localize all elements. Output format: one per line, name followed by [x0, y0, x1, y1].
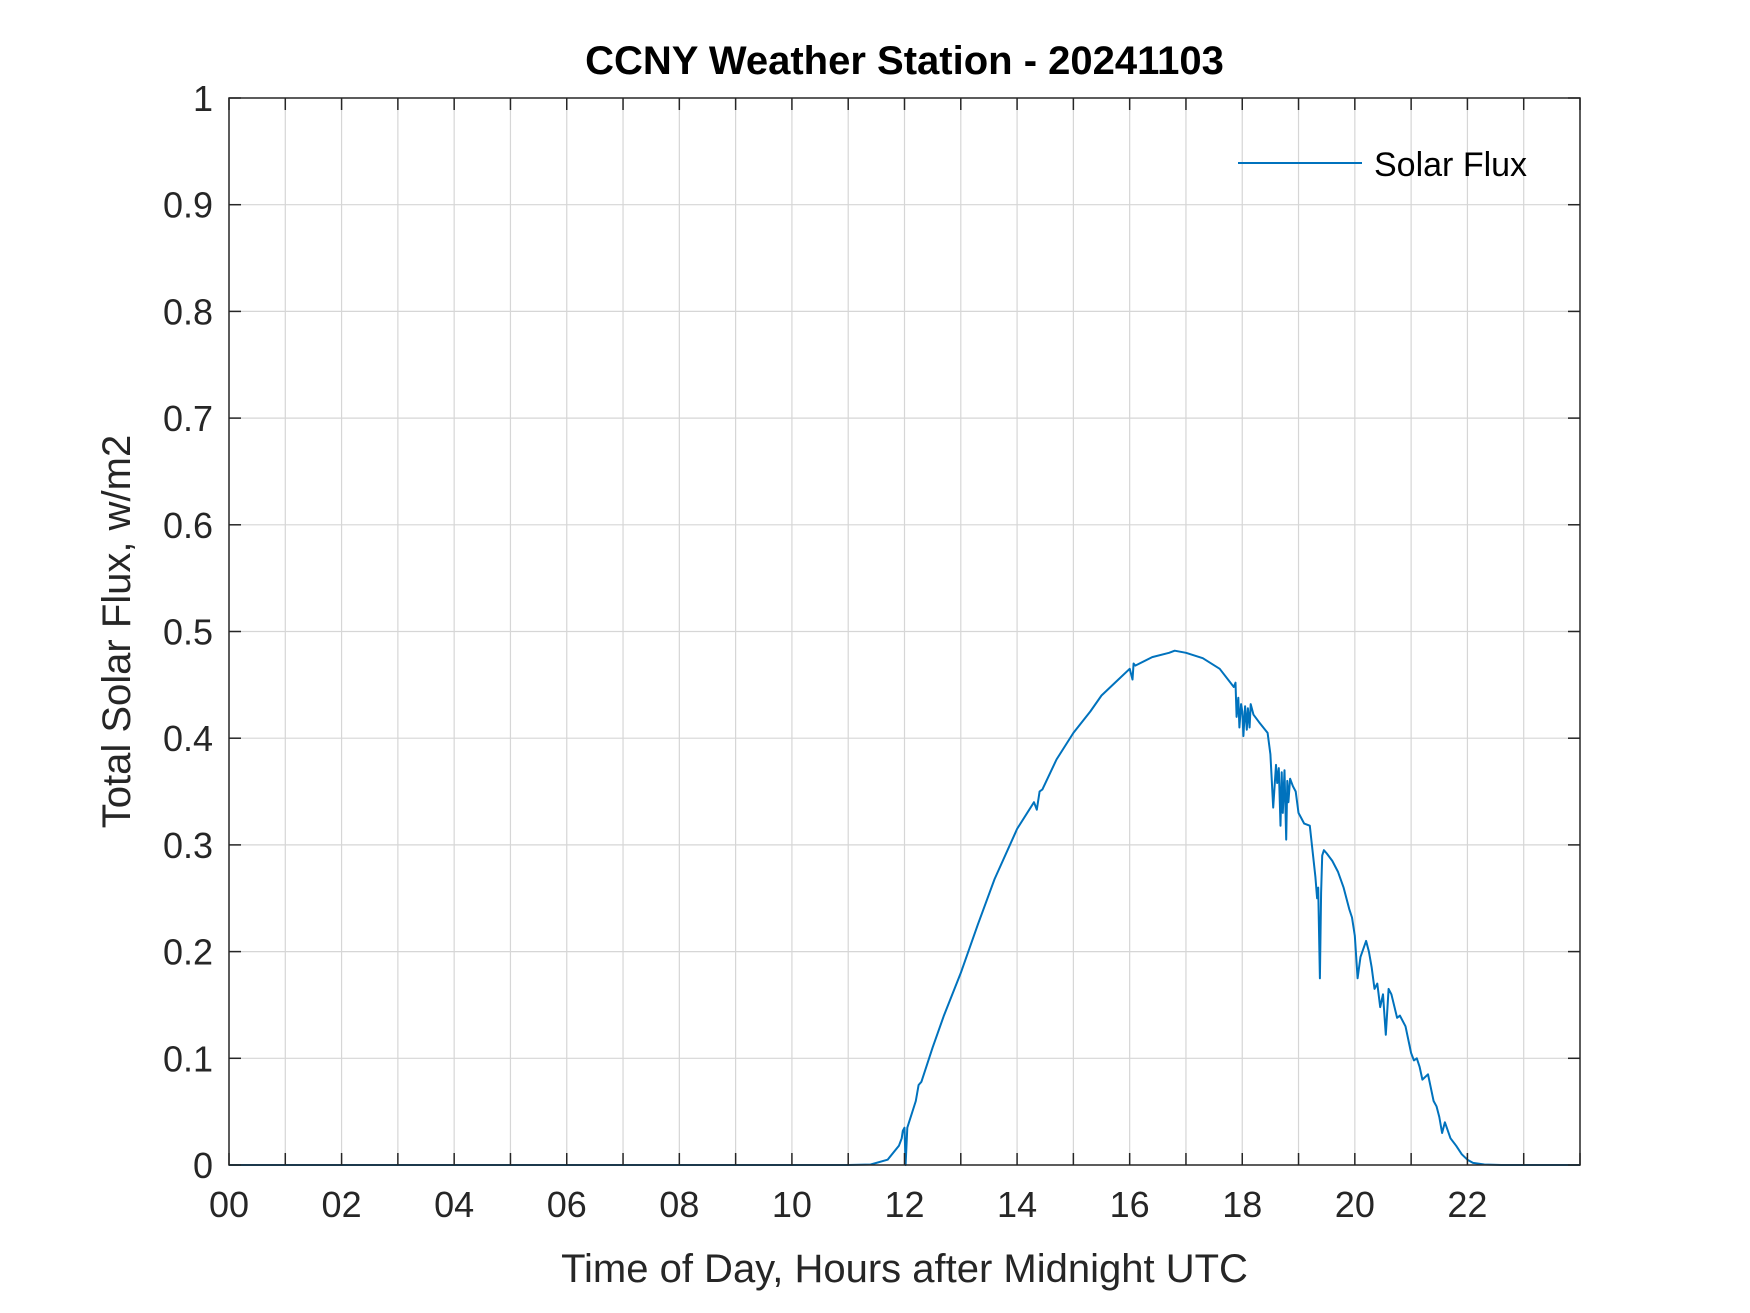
x-tick-label: 10	[772, 1184, 812, 1225]
y-tick-label: 0.8	[163, 291, 213, 332]
series-layer	[229, 649, 1580, 1166]
x-axis-title: Time of Day, Hours after Midnight UTC	[561, 1247, 1248, 1291]
x-tick-label: 00	[209, 1184, 249, 1225]
x-tick-label: 18	[1222, 1184, 1262, 1225]
y-tick-label: 0.4	[163, 718, 213, 759]
series-line-solar-flux	[229, 649, 1580, 1166]
y-tick-label: 0.2	[163, 932, 213, 973]
y-tick-label: 0.5	[163, 612, 213, 653]
y-tick-label: 0.9	[163, 185, 213, 226]
legend-label-solar-flux: Solar Flux	[1374, 146, 1527, 184]
x-tick-label: 04	[434, 1184, 474, 1225]
x-tick-label: 20	[1335, 1184, 1375, 1225]
tick-labels: 00 02 04 06 08 10 12 14 16 18 20 22 0 0.1 0.2 0.3 0.4 0.5…	[163, 78, 1487, 1225]
chart-title: CCNY Weather Station - 20241103	[585, 39, 1224, 83]
x-tick-label: 14	[997, 1184, 1037, 1225]
y-tick-label: 0	[193, 1145, 213, 1186]
y-tick-label: 0.7	[163, 398, 213, 439]
x-tick-label: 22	[1447, 1184, 1487, 1225]
x-tick-label: 06	[547, 1184, 587, 1225]
y-tick-label: 0.3	[163, 825, 213, 866]
y-tick-label: 1	[193, 78, 213, 119]
x-tick-label: 02	[322, 1184, 362, 1225]
x-tick-label: 12	[884, 1184, 924, 1225]
y-tick-label: 0.1	[163, 1038, 213, 1079]
tick-marks	[228, 97, 1581, 1166]
legend: Solar Flux	[1238, 146, 1527, 184]
y-axis-title: Total Solar Flux, w/m2	[95, 435, 139, 828]
grid-lines	[229, 98, 1580, 1165]
y-tick-label: 0.6	[163, 505, 213, 546]
x-tick-label: 16	[1110, 1184, 1150, 1225]
x-tick-label: 08	[659, 1184, 699, 1225]
